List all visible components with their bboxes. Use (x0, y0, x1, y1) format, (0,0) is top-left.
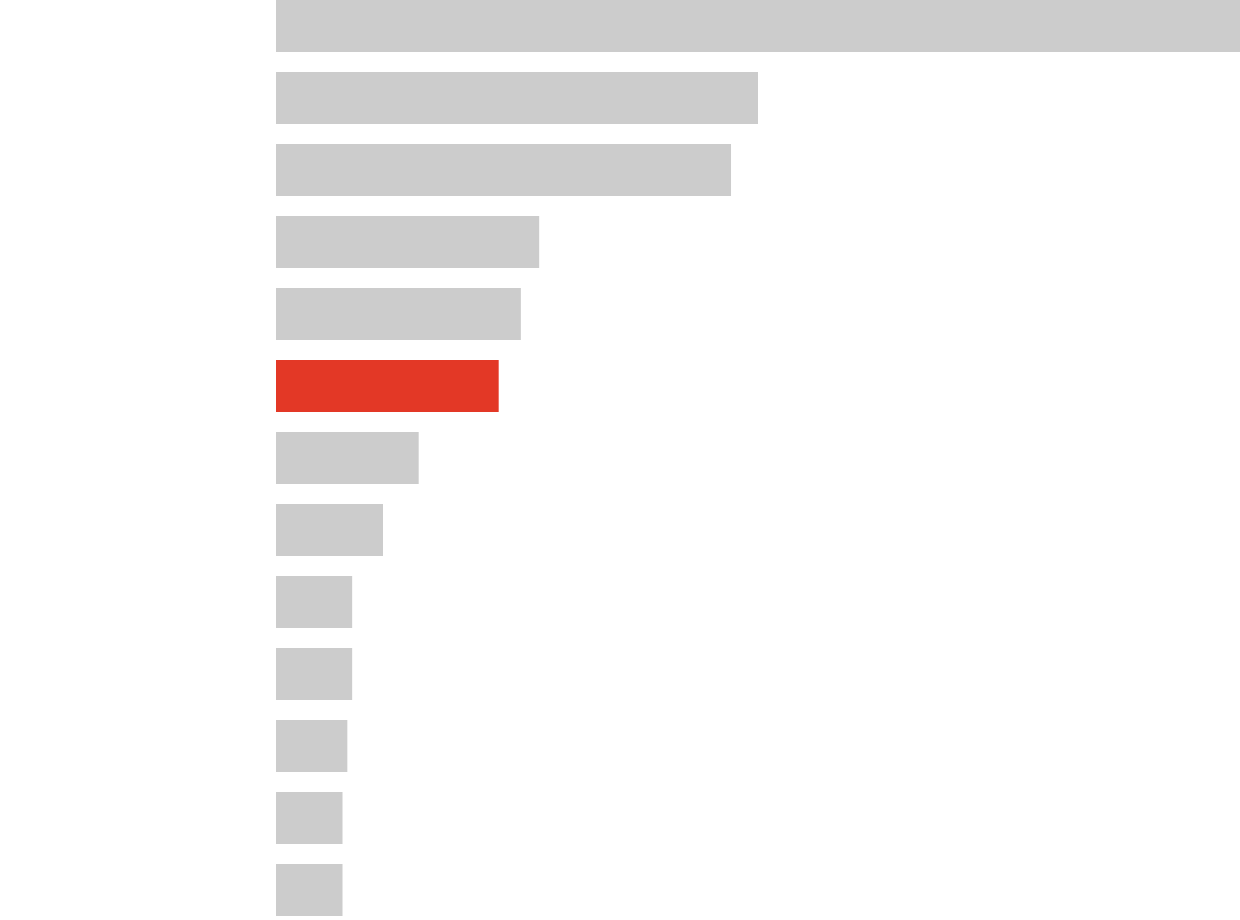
bar (276, 432, 419, 484)
bar (276, 72, 758, 124)
bar (276, 648, 353, 700)
bar (276, 576, 353, 628)
bar (276, 720, 348, 772)
bar (276, 864, 343, 916)
bars-group (276, 0, 1240, 916)
bar (276, 288, 521, 340)
bar (276, 144, 732, 196)
bar (276, 504, 384, 556)
bar (276, 0, 1240, 52)
bar (276, 792, 343, 844)
bar (276, 216, 540, 268)
bar-highlighted (276, 360, 499, 412)
